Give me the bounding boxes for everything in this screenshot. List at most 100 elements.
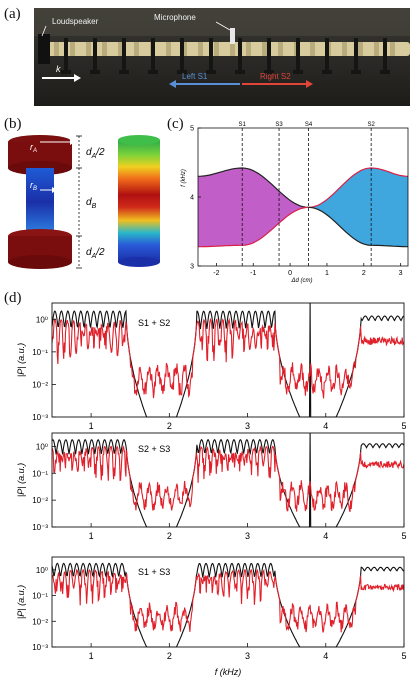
clamp-post [296,38,300,72]
tube-ring [134,42,139,56]
ytick-label-d2: 10⁻¹ [32,469,48,478]
panel-letter-a: (a) [4,6,21,22]
db-label: dB [86,197,97,210]
clamp-base [119,70,129,74]
ra-label: rA [30,142,37,154]
da-top-label: dA/2 [86,147,105,160]
xtick-label-d2: 2 [167,531,172,541]
tube-ring [390,42,395,56]
chart-c-xtick-label: 3 [399,270,403,277]
xtick-label-d2: 3 [245,531,250,541]
ytick-label-d1: 10⁰ [36,315,48,324]
unit-cell-geometry [8,135,75,269]
clamp-base [206,70,216,74]
chart-c-xtick-label: 2 [362,270,366,277]
chart-c-xtick-label: 0 [288,270,292,277]
right-s2-label: Right S2 [260,72,291,81]
marker-label-s2: S2 [367,122,375,128]
upper-band-edge-left [197,167,309,208]
clamp-base [351,70,361,74]
clamp-post [64,38,68,72]
ytick-label-d1: 10⁻³ [32,413,48,422]
left-band-gap-area [198,168,309,247]
tube-ring [54,42,59,56]
theory-curve-d2 [51,432,405,528]
clamp-base [322,70,332,74]
clamp-post [122,38,126,72]
clamp-base [380,70,390,74]
panel-letter-b: (b) [4,116,22,132]
dimension-lines [76,135,82,269]
experiment-curve-d2 [51,445,405,512]
xtick-label-d3: 3 [245,651,250,661]
clamp-base [90,70,100,74]
xtick-label-d2: 5 [401,531,406,541]
tube-ring [230,42,235,56]
tube-ring [86,42,91,56]
xlabel-d3: f (kHz) [215,667,242,677]
lower-band-edge-left [198,206,309,248]
transmission-spectra: S1 + S2 |P| (a.u.) 10⁰ 10⁻¹ 10⁻² 10⁻³ 1 2 3 4 5 S2 … [16,302,407,677]
xtick-label-d2: 1 [89,531,94,541]
clamp-post [93,38,97,72]
chart-frame-d2 [51,432,405,528]
experiment-curve-d3 [51,568,405,633]
clamp-post [267,38,271,72]
da-bottom-label: dA/2 [86,247,105,260]
annotation-d3: S1 + S3 [138,567,170,577]
xtick-label-d3: 5 [401,651,406,661]
ytick-label-d1: 10⁻¹ [32,348,48,357]
chart-frame-d3 [51,556,405,648]
marker-label-s4: S4 [305,122,313,128]
clamp-post [238,38,242,72]
clamp-base [61,70,71,74]
experiment-curve-d1 [51,317,405,399]
clamp-post [383,38,387,72]
marker-label-s1: S1 [239,122,247,128]
rb-label: rB [30,180,37,192]
tube-ring [278,42,283,56]
microphone-icon [230,28,235,44]
tube-ring [374,42,379,56]
upper-band-edge-right [308,167,409,208]
loudspeaker-label: Loudspeaker [52,17,99,26]
theory-curve-d1 [51,302,405,418]
tube-ring [310,42,315,56]
clamps [61,38,390,74]
chart-c-ylabel: f (kHz) [181,169,187,187]
lower-band-edge-right [308,206,408,248]
chart-c-xtick-label: -1 [250,270,256,277]
left-s1-label: Left S1 [182,72,208,81]
tube-ring [262,42,267,56]
ylabel-d2: |P| (a.u.) [16,463,26,497]
clamp-post [209,38,213,72]
xtick-label-d1: 2 [167,421,172,431]
chart-c-ytick-label: 5 [190,126,194,133]
chart-c-ytick-label: 3 [190,264,194,271]
annotation-d2: S2 + S3 [138,444,170,454]
tube-ring [166,42,171,56]
xtick-label-d1: 5 [401,421,406,431]
ytick-label-d2: 10⁰ [36,442,48,451]
panel-letter-d: (d) [4,290,22,306]
clamp-post [325,38,329,72]
ylabel-d1: |P| (a.u.) [16,343,26,377]
ytick-label-d1: 10⁻² [32,380,48,389]
clamp-post [354,38,358,72]
loudspeaker-icon [38,34,50,64]
chart-c-xlabel: Δd (cm) [290,278,312,284]
theory-curve-d3 [51,562,405,648]
tube-ring [70,42,75,56]
tube-ring [358,42,363,56]
tube-ring [102,42,107,56]
xtick-label-d3: 4 [323,651,328,661]
clamp-base [235,70,245,74]
xtick-label-d3: 2 [167,651,172,661]
ytick-label-d3: 10⁻¹ [32,592,48,601]
ylabel-d3: |P| (a.u.) [16,585,26,619]
k-label: k [56,64,61,74]
clamp-base [148,70,158,74]
clamp-base [177,70,187,74]
setup-illustration: Loudspeaker Microphone k Left S1 Right S… [34,8,410,106]
chart-frame-d1 [51,302,405,418]
